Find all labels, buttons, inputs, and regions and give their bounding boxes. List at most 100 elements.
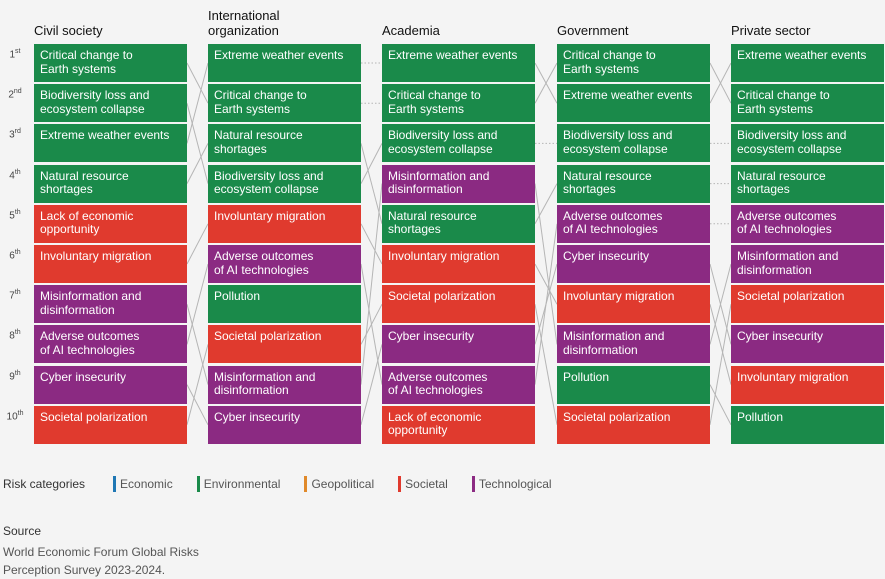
risk-item: Societal polarization xyxy=(382,285,535,324)
connector-line xyxy=(360,263,383,385)
connector-line xyxy=(534,183,558,225)
connector-line xyxy=(186,344,209,425)
risk-item: Lack of economic opportunity xyxy=(382,405,535,444)
connector-line xyxy=(360,303,383,345)
risk-item: Misinformation and disinformation xyxy=(557,325,710,364)
connector-line xyxy=(186,384,209,426)
risk-item: Cyber insecurity xyxy=(731,325,884,364)
risk-item: Misinformation and disinformation xyxy=(382,164,535,203)
legend-title: Risk categories xyxy=(3,477,86,491)
risk-item: Pollution xyxy=(208,285,361,324)
legend-label: Societal xyxy=(405,477,448,491)
source-title: Source xyxy=(3,524,42,538)
risk-item: Misinformation and disinformation xyxy=(34,285,187,324)
connector-line xyxy=(709,263,732,345)
legend: Risk categories Economic Environmental G… xyxy=(3,476,576,492)
risk-item: Natural resource shortages xyxy=(731,164,884,203)
connector-line xyxy=(360,344,383,425)
risk-item: Involuntary migration xyxy=(208,204,361,243)
connector-line xyxy=(360,143,383,224)
risk-item: Societal polarization xyxy=(34,405,187,444)
geopolitical-swatch xyxy=(304,476,308,492)
legend-label: Economic xyxy=(120,477,173,491)
column-header: Government xyxy=(557,23,629,38)
rank-label: 8th xyxy=(9,329,21,342)
risk-item: Extreme weather events xyxy=(557,84,710,123)
societal-swatch xyxy=(398,476,402,492)
connector-line xyxy=(186,62,209,104)
risk-item: Involuntary migration xyxy=(731,365,884,404)
legend-item-environmental: Environmental xyxy=(196,476,281,492)
risk-item: Cyber insecurity xyxy=(34,365,187,404)
risk-item: Extreme weather events xyxy=(731,44,884,82)
connector-line xyxy=(534,263,558,345)
source-text: World Economic Forum Global Risks Percep… xyxy=(3,545,199,577)
rank-label: 5th xyxy=(9,208,21,222)
legend-item-societal: Societal xyxy=(398,476,448,492)
legend-label: Geopolitical xyxy=(311,477,375,491)
connector-line xyxy=(709,62,732,104)
legend-label: Environmental xyxy=(203,477,281,491)
economic-swatch xyxy=(113,476,117,492)
connector-line xyxy=(709,384,732,426)
risk-item: Adverse outcomes of AI technologies xyxy=(208,245,361,283)
risk-item: Critical change to Earth systems xyxy=(382,84,535,123)
risk-item: Extreme weather events xyxy=(208,44,361,82)
rank-label: 4th xyxy=(9,168,21,181)
risk-item: Critical change to Earth systems xyxy=(34,44,187,82)
column-header: Private sector xyxy=(731,23,811,38)
risk-item: Adverse outcomes of AI technologies xyxy=(557,204,710,243)
rank-label: 2nd xyxy=(8,88,22,101)
risk-item: Biodiversity loss and ecosystem collapse xyxy=(382,124,535,163)
risk-item: Natural resource shortages xyxy=(208,124,361,163)
risk-item: Societal polarization xyxy=(731,285,884,324)
risk-item: Extreme weather events xyxy=(34,124,187,163)
risk-item: Natural resource shortages xyxy=(34,164,187,203)
risk-item: Critical change to Earth systems xyxy=(557,44,710,82)
risk-item: Critical change to Earth systems xyxy=(731,84,884,123)
connector-line xyxy=(709,62,732,104)
risk-item: Adverse outcomes of AI technologies xyxy=(731,204,884,243)
risk-item: Biodiversity loss and ecosystem collapse xyxy=(557,124,710,163)
risk-item: Societal polarization xyxy=(208,325,361,364)
risk-item: Adverse outcomes of AI technologies xyxy=(34,325,187,364)
connector-line xyxy=(534,183,558,345)
rank-label: 3rd xyxy=(9,128,21,141)
risk-item: Pollution xyxy=(731,405,884,444)
connector-line xyxy=(186,223,209,265)
risk-item: Involuntary migration xyxy=(382,245,535,283)
risk-item: Misinformation and disinformation xyxy=(208,365,361,404)
risk-item: Extreme weather events xyxy=(382,44,535,82)
column-header: Civil society xyxy=(34,23,103,38)
connector-line xyxy=(534,304,558,425)
connector-line xyxy=(709,263,732,345)
legend-item-technological: Technological xyxy=(471,476,552,492)
rank-label: 9th xyxy=(9,369,21,382)
connector-line xyxy=(186,143,209,184)
risk-item: Misinformation and disinformation xyxy=(731,245,884,283)
rank-label: 10th xyxy=(6,409,24,423)
connector-line xyxy=(534,62,558,104)
legend-label: Technological xyxy=(478,477,552,491)
risk-item: Societal polarization xyxy=(557,405,710,444)
risk-item: Biodiversity loss and ecosystem collapse xyxy=(208,164,361,203)
risk-item: Pollution xyxy=(557,365,710,404)
rank-label: 7th xyxy=(9,289,21,302)
risk-item: Cyber insecurity xyxy=(557,245,710,283)
risk-item: Adverse outcomes of AI technologies xyxy=(382,365,535,404)
risk-item: Cyber insecurity xyxy=(382,325,535,364)
risk-item: Natural resource shortages xyxy=(382,204,535,243)
environmental-swatch xyxy=(196,476,200,492)
connector-line xyxy=(534,223,558,385)
risk-item: Biodiversity loss and ecosystem collapse xyxy=(731,124,884,163)
rank-label: 6th xyxy=(9,249,21,262)
technological-swatch xyxy=(471,476,475,492)
legend-item-economic: Economic xyxy=(113,476,173,492)
risk-item: Lack of economic opportunity xyxy=(34,204,187,243)
legend-item-geopolitical: Geopolitical xyxy=(304,476,374,492)
risk-item: Cyber insecurity xyxy=(208,405,361,444)
connector-line xyxy=(360,183,383,385)
connector-line xyxy=(186,304,209,385)
connector-line xyxy=(186,263,209,345)
